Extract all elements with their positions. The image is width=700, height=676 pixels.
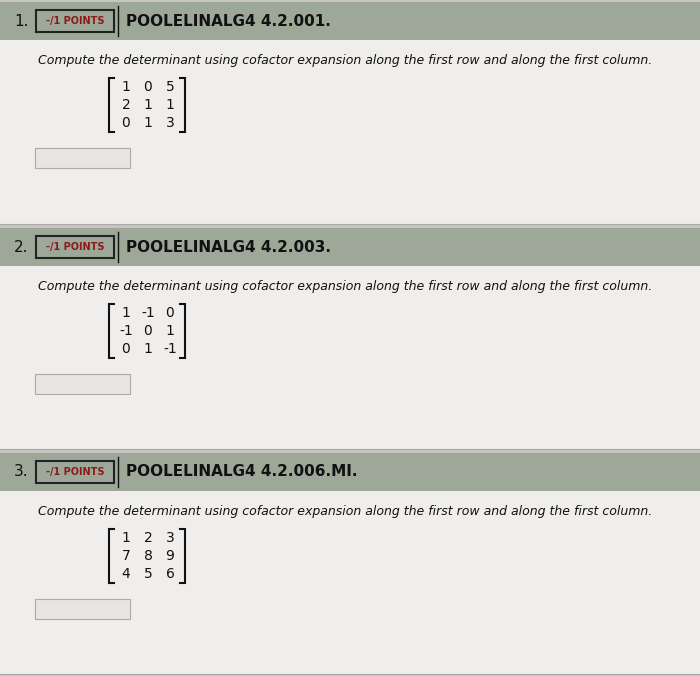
Text: 5: 5 [166,80,174,94]
Text: -1: -1 [119,324,133,338]
Bar [0,491,700,674]
Text: 3.: 3. [14,464,29,479]
Bar [0,40,700,224]
Text: POOLELINALG4 4.2.006.MI.: POOLELINALG4 4.2.006.MI. [126,464,358,479]
Text: 2: 2 [122,98,130,112]
Text: 1: 1 [144,342,153,356]
Text: 0: 0 [122,342,130,356]
Text: 5: 5 [144,567,153,581]
Text: 7: 7 [122,549,130,563]
Text: 1: 1 [122,531,130,545]
Text: 0: 0 [166,306,174,320]
Bar [0,2,700,40]
Text: 0: 0 [144,324,153,338]
Text: POOLELINALG4 4.2.001.: POOLELINALG4 4.2.001. [126,14,331,28]
Bar [35,599,130,619]
Text: 0: 0 [144,80,153,94]
Text: 1.: 1. [14,14,29,28]
Text: Compute the determinant using cofactor expansion along the first row and along t: Compute the determinant using cofactor e… [38,54,652,67]
Text: -/1 POINTS: -/1 POINTS [46,242,104,252]
Text: 2.: 2. [14,239,29,254]
Bar [0,228,700,266]
Text: 6: 6 [166,567,174,581]
Text: 1: 1 [122,80,130,94]
Text: -/1 POINTS: -/1 POINTS [46,467,104,477]
Text: -1: -1 [163,342,177,356]
Text: 3: 3 [166,116,174,130]
Text: 9: 9 [166,549,174,563]
FancyBboxPatch shape [36,461,114,483]
Bar [0,453,700,491]
Text: 1: 1 [144,116,153,130]
Text: Compute the determinant using cofactor expansion along the first row and along t: Compute the determinant using cofactor e… [38,280,652,293]
Text: 4: 4 [122,567,130,581]
Text: 8: 8 [144,549,153,563]
Text: -/1 POINTS: -/1 POINTS [46,16,104,26]
FancyBboxPatch shape [36,10,114,32]
Text: 1: 1 [122,306,130,320]
Bar [35,148,130,168]
Text: Compute the determinant using cofactor expansion along the first row and along t: Compute the determinant using cofactor e… [38,505,652,518]
Bar [35,374,130,394]
FancyBboxPatch shape [36,236,114,258]
Text: 0: 0 [122,116,130,130]
Text: -1: -1 [141,306,155,320]
Text: 2: 2 [144,531,153,545]
Bar [0,266,700,449]
Text: 1: 1 [166,324,174,338]
Text: 3: 3 [166,531,174,545]
Text: 1: 1 [144,98,153,112]
Text: POOLELINALG4 4.2.003.: POOLELINALG4 4.2.003. [126,239,331,254]
Text: 1: 1 [166,98,174,112]
